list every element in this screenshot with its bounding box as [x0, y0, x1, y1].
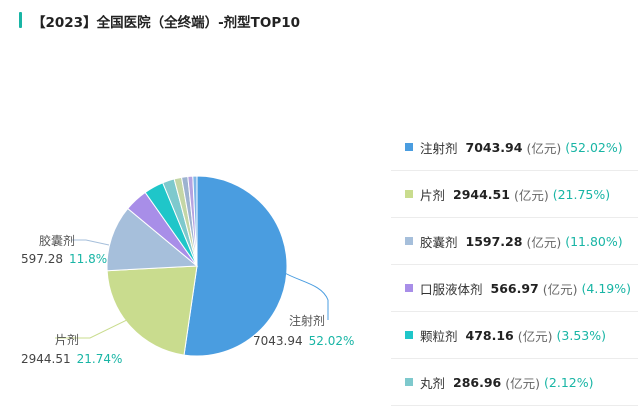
pie-label-injection-values: 7043.94 52.02% — [253, 334, 354, 348]
legend-item[interactable]: 口服液体剂 566.97 (亿元) (4.19%) — [391, 265, 638, 312]
legend-percent: (2.12%) — [544, 374, 594, 390]
pie-label-tablet-name: 片剂 — [55, 333, 80, 347]
legend-unit: (亿元) — [517, 328, 553, 344]
legend-swatch — [405, 237, 413, 245]
legend-unit: (亿元) — [526, 140, 562, 156]
leader-tablet — [55, 317, 132, 339]
pie-slice-注射剂[interactable] — [183, 175, 288, 357]
leader-capsule — [72, 239, 110, 246]
legend-item[interactable]: 注射剂 7043.94 (亿元) (52.02%) — [391, 124, 638, 171]
legend-percent: (3.53%) — [556, 327, 606, 343]
pie-label-capsule-percent: 11.8% — [69, 252, 108, 266]
pie-slice-other-9[interactable] — [192, 175, 198, 267]
legend-name: 丸剂 — [420, 375, 446, 391]
legend-name: 片剂 — [420, 187, 446, 203]
legend-value: 286.96 — [453, 374, 502, 390]
pie-label-capsule-value: 597.28 — [21, 252, 63, 266]
pie-label-injection: 注射剂 — [289, 312, 325, 329]
legend-name: 口服液体剂 — [420, 281, 483, 297]
leader-injection — [282, 271, 329, 320]
pie-label-tablet-values: 2944.51 21.74% — [21, 352, 122, 366]
pie-label-capsule-name: 胶囊剂 — [39, 234, 76, 248]
legend-unit: (亿元) — [505, 375, 541, 391]
legend-item[interactable]: 片剂 2944.51 (亿元) (21.75%) — [391, 171, 638, 218]
pie-label-injection-value: 7043.94 — [253, 334, 303, 348]
pie-slice-胶囊剂[interactable] — [106, 207, 199, 272]
pie-label-capsule-values: 597.28 11.8% — [21, 252, 107, 266]
pie-slice-片剂[interactable] — [106, 265, 198, 356]
legend-name: 注射剂 — [420, 140, 458, 156]
legend-name: 胶囊剂 — [420, 234, 458, 250]
title-accent-bar — [19, 12, 22, 28]
legend-swatch — [405, 284, 413, 292]
legend-percent: (52.02%) — [565, 139, 623, 155]
legend: 注射剂 7043.94 (亿元) (52.02%) 片剂 2944.51 (亿元… — [391, 124, 638, 406]
legend-percent: (21.75%) — [552, 186, 611, 202]
pie-label-tablet: 片剂 — [55, 331, 79, 348]
pie-label-injection-percent: 52.02% — [308, 334, 355, 348]
pie-label-tablet-value: 2944.51 — [21, 352, 71, 366]
pie-label-capsule: 胶囊剂 — [39, 232, 75, 249]
legend-percent: (4.19%) — [581, 280, 631, 296]
legend-swatch — [405, 190, 413, 198]
legend-swatch — [405, 143, 413, 151]
legend-value: 2944.51 — [453, 186, 510, 202]
pie-label-tablet-percent: 21.74% — [76, 352, 123, 366]
legend-value: 7043.94 — [465, 139, 523, 155]
legend-unit: (亿元) — [513, 187, 549, 203]
legend-swatch — [405, 331, 413, 339]
legend-value: 478.16 — [465, 327, 514, 343]
legend-value: 1597.28 — [465, 233, 523, 249]
legend-item[interactable]: 胶囊剂 1597.28 (亿元) (11.80%) — [391, 218, 638, 265]
legend-item[interactable]: 颗粒剂 478.16 (亿元) (3.53%) — [391, 312, 638, 359]
legend-unit: (亿元) — [542, 281, 578, 297]
legend-item[interactable]: 丸剂 286.96 (亿元) (2.12%) — [391, 359, 638, 406]
legend-swatch — [405, 378, 413, 386]
legend-value: 566.97 — [490, 280, 539, 296]
legend-percent: (11.80%) — [565, 233, 623, 249]
legend-unit: (亿元) — [526, 234, 562, 250]
legend-name: 颗粒剂 — [420, 328, 458, 344]
chart-title: 【2023】全国医院（全终端）-剂型TOP10 — [32, 15, 301, 31]
pie-label-injection-name: 注射剂 — [289, 314, 326, 328]
